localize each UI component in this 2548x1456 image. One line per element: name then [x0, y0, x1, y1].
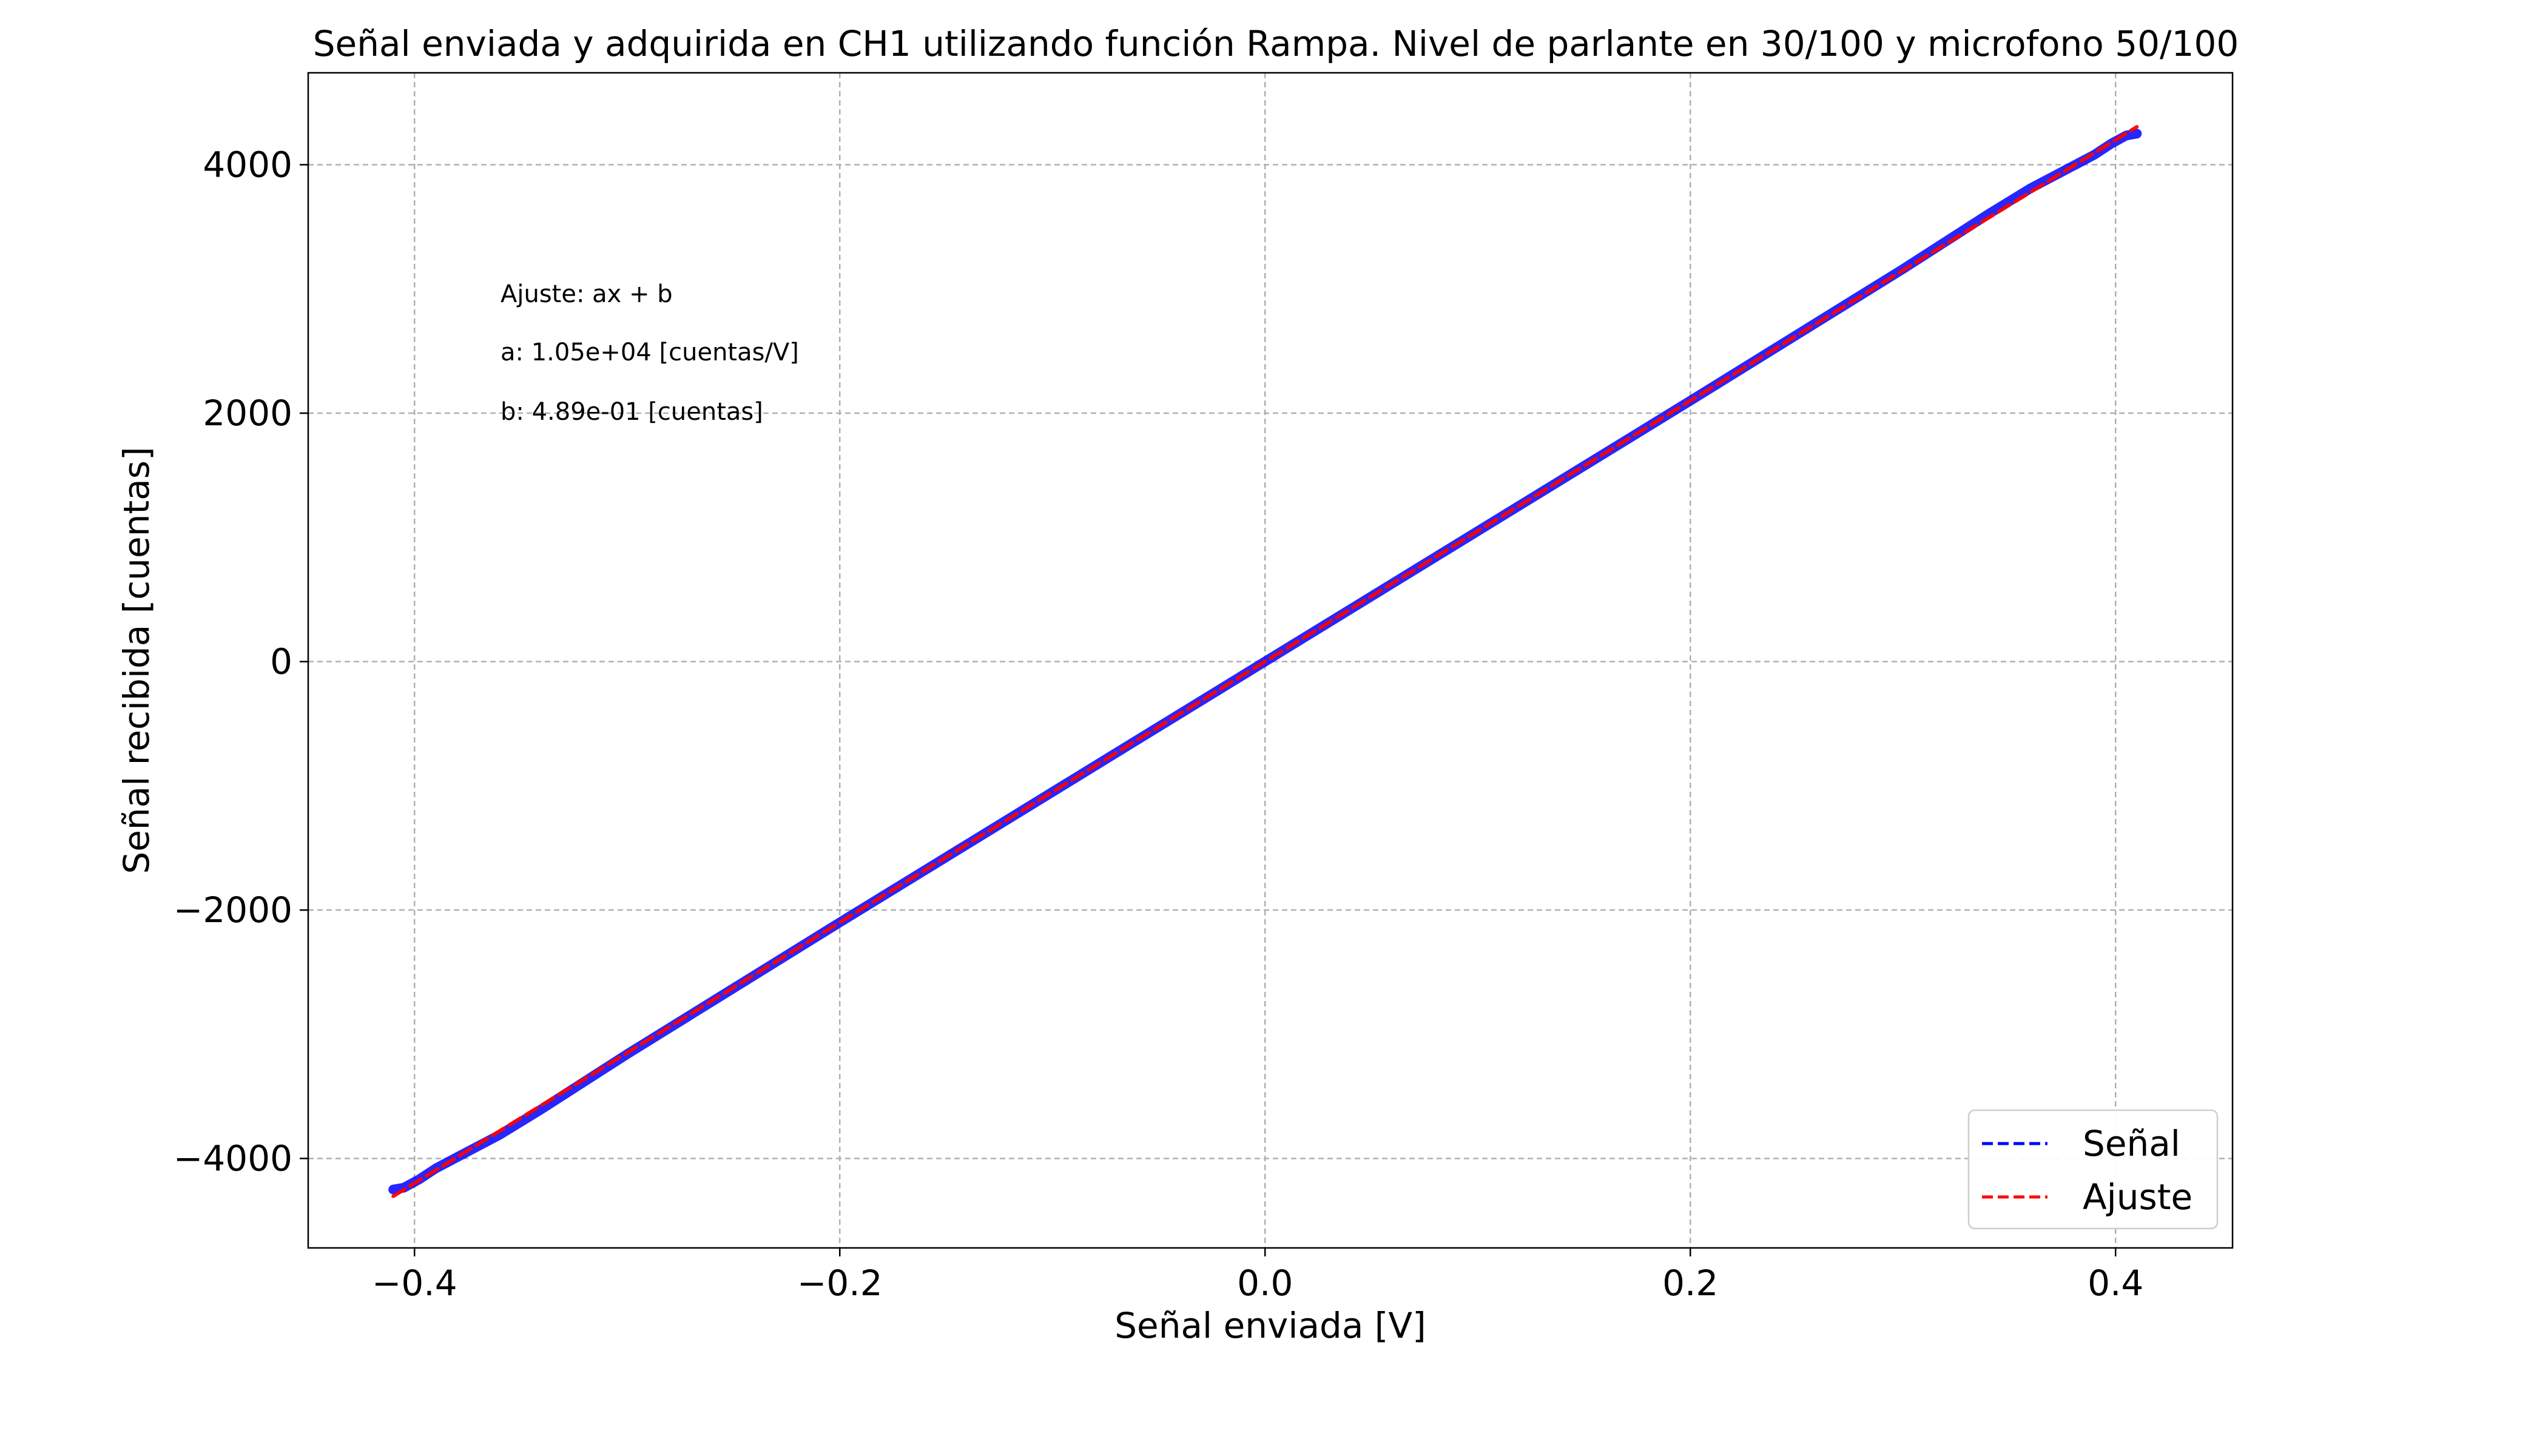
- fit-annotation-text: a: 1.05e+04 [cuentas/V]: [500, 339, 799, 366]
- legend-box: [1967, 1109, 2219, 1230]
- series-line-ajuste: [391, 125, 2139, 1198]
- fit-annotation-text: Ajuste: ax + b: [500, 280, 673, 308]
- plot-frame: [307, 72, 2234, 1249]
- ticks: −0.4 −0.2 0.0 0.2 0.4 −4000 −2000 0 2000 4000: [174, 144, 2144, 1304]
- series-layer: [388, 125, 2142, 1198]
- chart-title: Señal enviada y adquirida en CH1 utiliza…: [313, 23, 2239, 64]
- legend-label: Ajuste: [2083, 1176, 2192, 1218]
- fit-annotation-text: b: 4.89e-01 [cuentas]: [500, 398, 763, 426]
- legend: Señal Ajuste: [1967, 1109, 2219, 1230]
- x-tick-label: −0.2: [797, 1262, 883, 1304]
- x-tick-label: 0.0: [1237, 1262, 1293, 1304]
- legend-label: Señal: [2083, 1123, 2180, 1164]
- x-tick-label: −0.4: [372, 1262, 457, 1304]
- x-tick-label: 0.2: [1662, 1262, 1718, 1304]
- y-tick-label: 0: [270, 641, 292, 682]
- x-tick-label: 0.4: [2088, 1262, 2143, 1304]
- grid: [308, 73, 2233, 1248]
- x-axis-label: Señal enviada [V]: [1114, 1305, 1426, 1346]
- y-tick-label: 2000: [203, 393, 292, 434]
- y-tick-label: −2000: [174, 889, 292, 931]
- y-tick-label: −4000: [174, 1138, 292, 1179]
- fit-annotations: Ajuste: ax + b a: 1.05e+04 [cuentas/V] b: …: [500, 280, 799, 426]
- y-axis-label: Señal recibida [cuentas]: [116, 447, 157, 874]
- y-tick-label: 4000: [203, 144, 292, 186]
